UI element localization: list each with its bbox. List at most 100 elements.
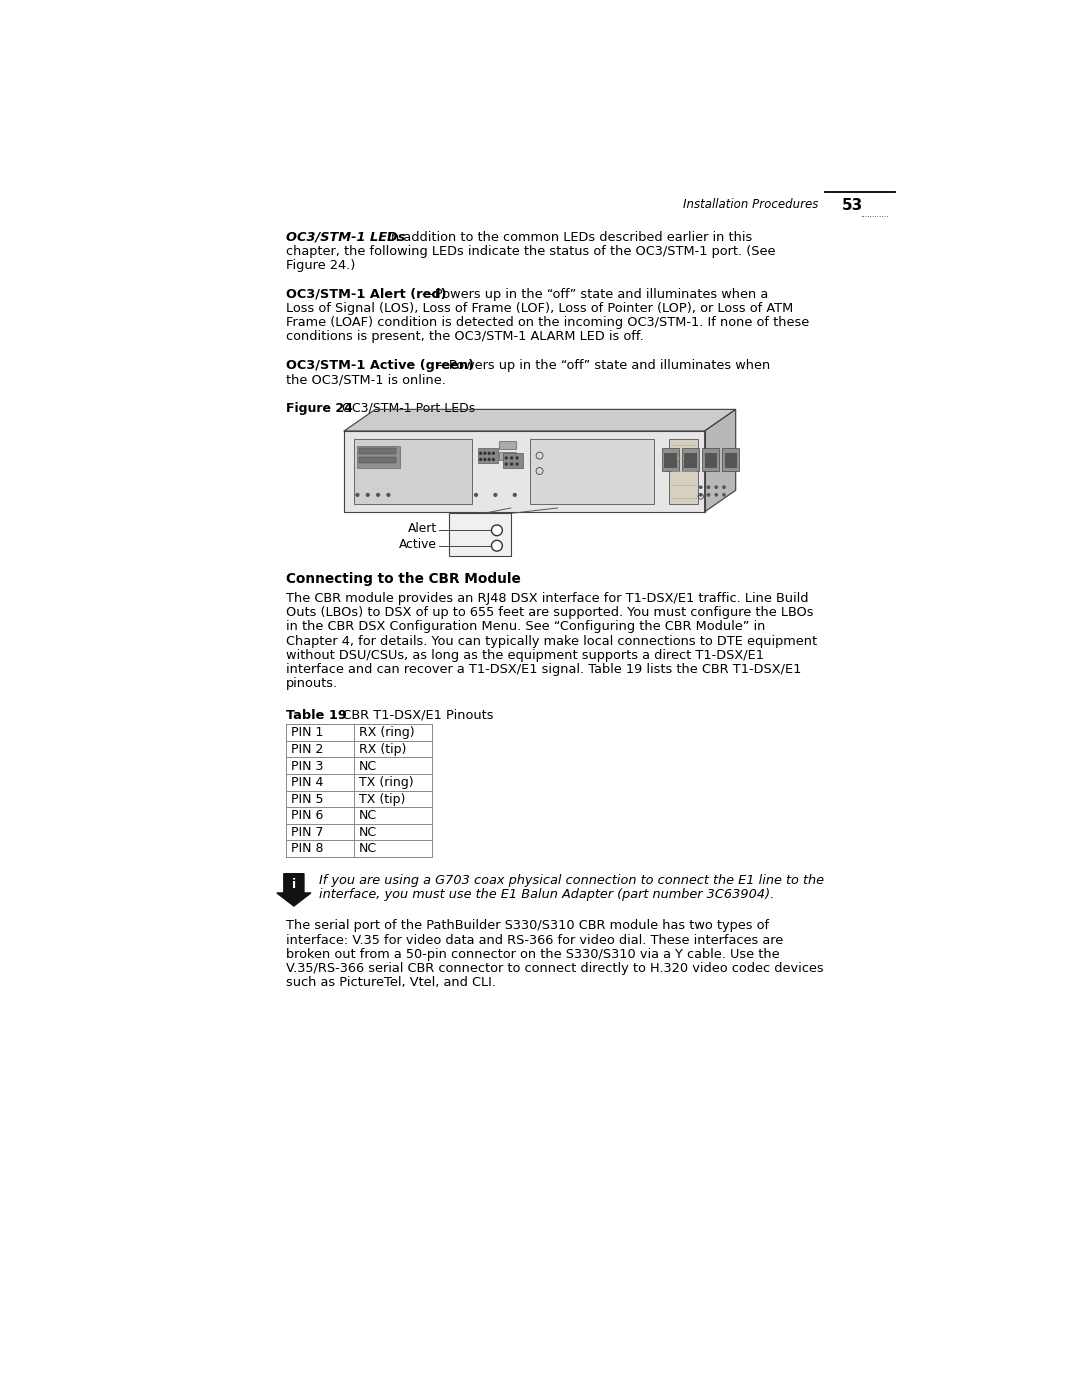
Bar bbox=[669, 439, 698, 504]
Bar bbox=[662, 448, 679, 471]
Text: i: i bbox=[292, 879, 296, 891]
Text: OC3/STM-1 LEDs: OC3/STM-1 LEDs bbox=[286, 231, 405, 244]
Text: 53: 53 bbox=[841, 197, 863, 212]
Circle shape bbox=[494, 493, 497, 496]
Circle shape bbox=[488, 453, 490, 454]
Text: PIN 1: PIN 1 bbox=[291, 726, 323, 739]
Circle shape bbox=[474, 493, 477, 496]
Bar bbox=[477, 448, 498, 464]
Bar bbox=[357, 447, 400, 468]
Circle shape bbox=[700, 493, 702, 496]
Circle shape bbox=[700, 486, 702, 489]
Circle shape bbox=[511, 464, 513, 465]
Bar bbox=[685, 453, 697, 468]
Text: without DSU/CSUs, as long as the equipment supports a direct T1-DSX/E1: without DSU/CSUs, as long as the equipme… bbox=[286, 648, 765, 662]
Text: Table 19: Table 19 bbox=[286, 708, 347, 722]
Bar bbox=[683, 448, 699, 471]
Text: PIN 3: PIN 3 bbox=[291, 760, 323, 773]
Text: Outs (LBOs) to DSX of up to 655 feet are supported. You must configure the LBOs: Outs (LBOs) to DSX of up to 655 feet are… bbox=[286, 606, 813, 619]
Text: PIN 6: PIN 6 bbox=[291, 809, 323, 823]
Bar bbox=[704, 453, 717, 468]
Bar bbox=[664, 453, 677, 468]
Circle shape bbox=[488, 458, 490, 461]
Text: OC3/STM-1 Active (green): OC3/STM-1 Active (green) bbox=[286, 359, 474, 372]
Text: NC: NC bbox=[359, 809, 377, 823]
Text: TX (ring): TX (ring) bbox=[359, 777, 414, 789]
Text: in the CBR DSX Configuration Menu. See “Configuring the CBR Module” in: in the CBR DSX Configuration Menu. See “… bbox=[286, 620, 766, 633]
Circle shape bbox=[356, 493, 359, 496]
Text: PIN 7: PIN 7 bbox=[291, 826, 323, 838]
Text: the OC3/STM-1 is online.: the OC3/STM-1 is online. bbox=[286, 373, 446, 386]
Text: CBR T1-DSX/E1 Pinouts: CBR T1-DSX/E1 Pinouts bbox=[330, 708, 494, 722]
Text: V.35/RS-366 serial CBR connector to connect directly to H.320 video codec device: V.35/RS-366 serial CBR connector to conn… bbox=[286, 963, 824, 975]
Circle shape bbox=[491, 541, 502, 550]
Text: Alert: Alert bbox=[408, 522, 437, 535]
Circle shape bbox=[492, 453, 495, 454]
Text: Installation Procedures: Installation Procedures bbox=[684, 197, 819, 211]
Bar bbox=[499, 441, 516, 450]
Circle shape bbox=[516, 464, 518, 465]
Bar bbox=[359, 448, 396, 454]
Circle shape bbox=[513, 493, 516, 496]
Text: RX (ring): RX (ring) bbox=[359, 726, 415, 739]
Text: PIN 4: PIN 4 bbox=[291, 777, 323, 789]
Text: PIN 8: PIN 8 bbox=[291, 842, 323, 855]
Text: Connecting to the CBR Module: Connecting to the CBR Module bbox=[286, 571, 521, 585]
Text: —Powers up in the “off” state and illuminates when a: —Powers up in the “off” state and illumi… bbox=[422, 288, 768, 300]
Circle shape bbox=[480, 453, 482, 454]
Text: conditions is present, the OC3/STM-1 ALARM LED is off.: conditions is present, the OC3/STM-1 ALA… bbox=[286, 331, 644, 344]
Bar bbox=[723, 448, 740, 471]
Circle shape bbox=[480, 458, 482, 461]
Text: OC3/STM-1 Alert (red): OC3/STM-1 Alert (red) bbox=[286, 288, 447, 300]
Text: NC: NC bbox=[359, 760, 377, 773]
Text: such as PictureTel, Vtel, and CLI.: such as PictureTel, Vtel, and CLI. bbox=[286, 977, 496, 989]
Text: ............: ............ bbox=[860, 210, 889, 219]
Bar bbox=[499, 451, 516, 460]
Circle shape bbox=[516, 457, 518, 458]
Circle shape bbox=[707, 493, 710, 496]
Text: Active: Active bbox=[400, 538, 437, 550]
Text: Frame (LOAF) condition is detected on the incoming OC3/STM-1. If none of these: Frame (LOAF) condition is detected on th… bbox=[286, 316, 809, 330]
Text: broken out from a 50-pin connector on the S330/S310 via a Y cable. Use the: broken out from a 50-pin connector on th… bbox=[286, 947, 780, 961]
Circle shape bbox=[491, 525, 502, 535]
Text: PIN 5: PIN 5 bbox=[291, 792, 323, 806]
Text: NC: NC bbox=[359, 842, 377, 855]
Text: Figure 24.): Figure 24.) bbox=[286, 260, 355, 272]
Text: chapter, the following LEDs indicate the status of the OC3/STM-1 port. (See: chapter, the following LEDs indicate the… bbox=[286, 244, 775, 258]
Bar bbox=[702, 448, 719, 471]
Text: PIN 2: PIN 2 bbox=[291, 743, 323, 756]
Text: RX (tip): RX (tip) bbox=[359, 743, 406, 756]
Circle shape bbox=[484, 458, 486, 461]
Circle shape bbox=[715, 486, 717, 489]
Text: Loss of Signal (LOS), Loss of Frame (LOF), Loss of Pointer (LOP), or Loss of ATM: Loss of Signal (LOS), Loss of Frame (LOF… bbox=[286, 302, 794, 314]
Bar bbox=[353, 439, 472, 504]
Text: pinouts.: pinouts. bbox=[286, 678, 338, 690]
Circle shape bbox=[492, 458, 495, 461]
Polygon shape bbox=[345, 409, 735, 432]
Text: In addition to the common LEDs described earlier in this: In addition to the common LEDs described… bbox=[379, 231, 753, 244]
Text: interface and can recover a T1-DSX/E1 signal. Table 19 lists the CBR T1-DSX/E1: interface and can recover a T1-DSX/E1 si… bbox=[286, 664, 801, 676]
Bar bbox=[725, 453, 738, 468]
Circle shape bbox=[377, 493, 379, 496]
Circle shape bbox=[387, 493, 390, 496]
Text: If you are using a G703 coax physical connection to connect the E1 line to the: If you are using a G703 coax physical co… bbox=[319, 873, 824, 887]
Text: interface, you must use the E1 Balun Adapter (part number 3C63904).: interface, you must use the E1 Balun Ada… bbox=[319, 888, 774, 901]
Text: The serial port of the PathBuilder S330/S310 CBR module has two types of: The serial port of the PathBuilder S330/… bbox=[286, 919, 769, 932]
Text: Chapter 4, for details. You can typically make local connections to DTE equipmen: Chapter 4, for details. You can typicall… bbox=[286, 634, 818, 648]
Text: TX (tip): TX (tip) bbox=[359, 792, 405, 806]
Bar bbox=[359, 457, 396, 464]
Circle shape bbox=[366, 493, 369, 496]
Circle shape bbox=[723, 493, 725, 496]
Text: The CBR module provides an RJ48 DSX interface for T1-DSX/E1 traffic. Line Build: The CBR module provides an RJ48 DSX inte… bbox=[286, 592, 809, 605]
Circle shape bbox=[707, 486, 710, 489]
Bar bbox=[449, 513, 511, 556]
Circle shape bbox=[715, 493, 717, 496]
Circle shape bbox=[723, 486, 725, 489]
Bar bbox=[503, 453, 524, 468]
Bar bbox=[286, 724, 432, 856]
Polygon shape bbox=[704, 409, 735, 511]
Circle shape bbox=[505, 457, 508, 458]
Polygon shape bbox=[345, 432, 704, 511]
Text: OC3/STM-1 Port LEDs: OC3/STM-1 Port LEDs bbox=[330, 402, 475, 415]
Text: interface: V.35 for video data and RS-366 for video dial. These interfaces are: interface: V.35 for video data and RS-36… bbox=[286, 933, 783, 947]
